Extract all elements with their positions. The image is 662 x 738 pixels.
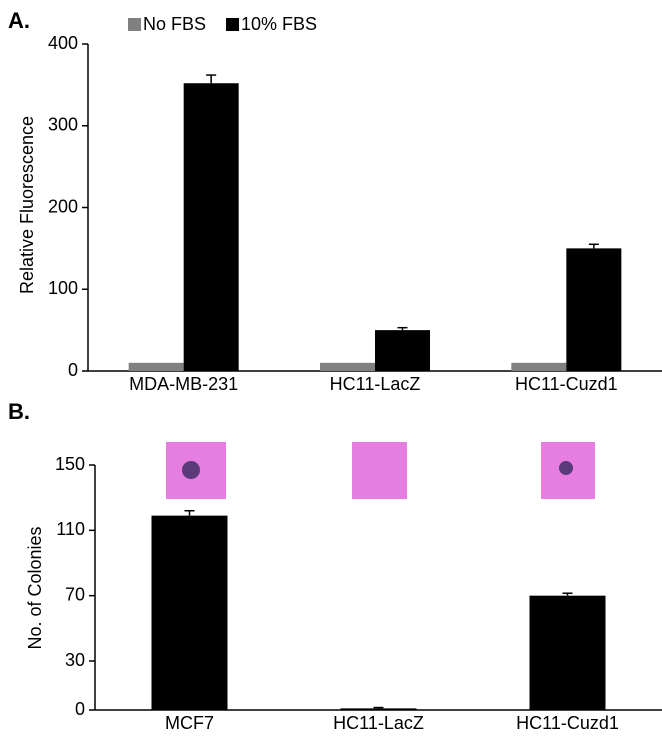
bar [320,363,375,371]
y-tick-label: 100 [48,278,78,298]
x-tick-label: MCF7 [165,713,214,733]
legend-swatch [128,18,141,31]
y-tick-label: 0 [75,699,85,719]
legend-swatch [226,18,239,31]
bar [184,83,239,371]
legend-label: 10% FBS [241,14,317,34]
y-tick-label: 0 [68,360,78,380]
y-tick-label: 150 [55,454,85,474]
bar [375,330,430,371]
y-tick-label: 70 [65,584,85,604]
colony-images [166,442,595,499]
colony [559,461,573,475]
error-bar [398,328,408,330]
x-tick-label: HC11-LacZ [333,713,424,733]
bar [566,248,621,371]
bar [530,596,606,710]
bar [152,516,228,710]
error-bar [185,511,195,516]
error-bar [374,708,384,709]
panel-label: B. [8,399,30,424]
bar [511,363,566,371]
bar [341,708,417,710]
y-axis-title: No. of Colonies [25,526,45,649]
error-bar [589,244,599,248]
y-tick-label: 110 [56,519,85,539]
x-tick-label: HC11-Cuzd1 [515,374,618,394]
colony-image [352,442,407,499]
panel-label: A. [8,8,30,33]
x-tick-label: HC11-LacZ [330,374,421,394]
y-tick-label: 30 [65,650,85,670]
y-tick-label: 200 [48,196,78,216]
legend-label: No FBS [143,14,206,34]
error-bar [563,593,573,595]
y-axis-title: Relative Fluorescence [17,116,37,294]
bar [129,363,184,371]
y-tick-label: 300 [48,115,78,135]
figure: A.Relative Fluorescence0100200300400MDA-… [0,0,662,738]
colony [182,461,200,479]
y-tick-label: 400 [48,33,78,53]
x-tick-label: HC11-Cuzd1 [516,713,619,733]
error-bar [206,75,216,83]
x-tick-label: MDA-MB-231 [129,374,238,394]
